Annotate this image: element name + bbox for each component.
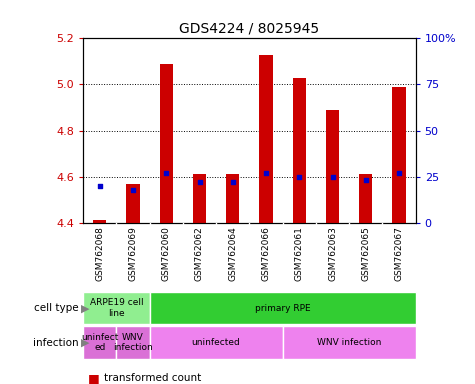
Bar	[150, 292, 416, 324]
Text: ■: ■	[88, 372, 100, 384]
Point	[395, 170, 403, 176]
Bar	[116, 326, 150, 359]
Text: GSM762069: GSM762069	[129, 226, 137, 281]
Text: primary RPE: primary RPE	[255, 304, 311, 313]
Bar	[193, 174, 206, 223]
Bar	[359, 174, 372, 223]
Text: GSM762068: GSM762068	[95, 226, 104, 281]
Bar	[259, 55, 273, 223]
Bar	[83, 292, 150, 324]
Point	[196, 179, 203, 185]
Text: WNV
infection: WNV infection	[113, 333, 153, 353]
Text: GSM762063: GSM762063	[328, 226, 337, 281]
Text: GSM762060: GSM762060	[162, 226, 171, 281]
Text: infection: infection	[33, 338, 78, 348]
Text: ▶: ▶	[81, 338, 89, 348]
Point	[362, 177, 370, 184]
Bar	[83, 326, 116, 359]
Text: WNV infection: WNV infection	[317, 338, 381, 347]
Bar	[226, 174, 239, 223]
Text: GSM762064: GSM762064	[228, 226, 237, 281]
Point	[262, 170, 270, 176]
Bar	[126, 184, 140, 223]
Bar	[293, 78, 306, 223]
Text: GSM762062: GSM762062	[195, 226, 204, 281]
Point	[129, 187, 137, 193]
Title: GDS4224 / 8025945: GDS4224 / 8025945	[180, 22, 319, 36]
Text: ■: ■	[88, 383, 100, 384]
Point	[162, 170, 170, 176]
Text: GSM762065: GSM762065	[361, 226, 370, 281]
Text: uninfect
ed: uninfect ed	[81, 333, 118, 353]
Point	[329, 174, 336, 180]
Text: uninfected: uninfected	[192, 338, 240, 347]
Bar	[160, 64, 173, 223]
Bar	[283, 326, 416, 359]
Bar	[326, 110, 339, 223]
Text: transformed count: transformed count	[104, 373, 202, 383]
Bar	[150, 326, 283, 359]
Point	[295, 174, 303, 180]
Text: cell type: cell type	[34, 303, 78, 313]
Bar	[93, 220, 106, 223]
Text: GSM762061: GSM762061	[295, 226, 304, 281]
Text: GSM762067: GSM762067	[395, 226, 403, 281]
Bar	[392, 87, 406, 223]
Text: ▶: ▶	[81, 303, 89, 313]
Text: GSM762066: GSM762066	[262, 226, 270, 281]
Text: ARPE19 cell
line: ARPE19 cell line	[90, 298, 143, 318]
Point	[229, 179, 237, 185]
Point	[96, 183, 104, 189]
